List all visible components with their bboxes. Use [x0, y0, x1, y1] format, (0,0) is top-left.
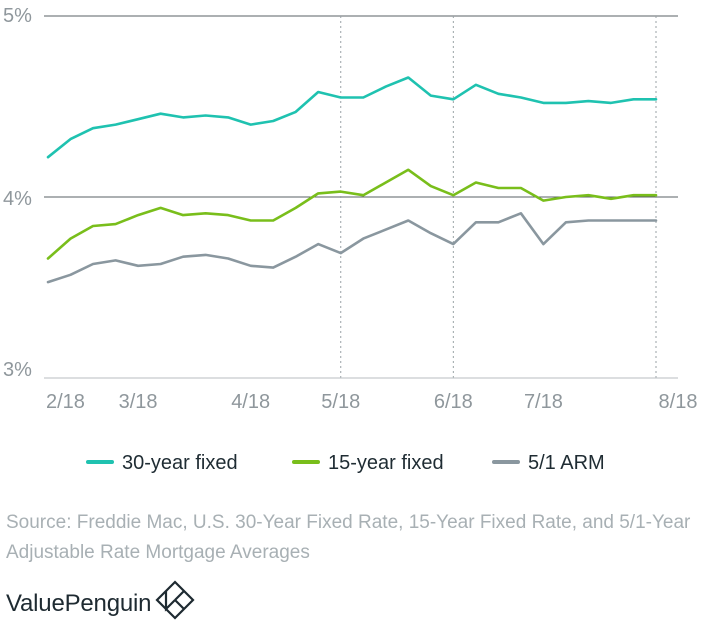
- y-tick-label: 4%: [3, 188, 32, 210]
- legend: 30-year fixed 15-year fixed 5/1 ARM: [86, 452, 605, 474]
- legend-label: 15-year fixed: [328, 452, 444, 474]
- y-tick-label: 3%: [3, 359, 32, 381]
- source-note: Source: Freddie Mac, U.S. 30-Year Fixed …: [6, 512, 691, 563]
- x-tick-label: 4/18: [231, 391, 270, 413]
- gridlines: [44, 15, 678, 379]
- x-tick-label: 6/18: [434, 391, 473, 413]
- series-line-5-1-arm: [46, 212, 658, 284]
- series-line-30-year-fixed: [46, 76, 658, 159]
- x-tick-label: 8/18: [659, 391, 698, 413]
- y-axis-ticks: 3% 4% 5%: [3, 5, 32, 381]
- x-tick-label: 3/18: [119, 391, 158, 413]
- x-tick-label: 5/18: [321, 391, 360, 413]
- legend-label: 5/1 ARM: [528, 452, 605, 474]
- penguin-diamond-icon: [155, 580, 195, 620]
- legend-label: 30-year fixed: [122, 452, 238, 474]
- x-tick-label: 2/18: [46, 391, 85, 413]
- x-axis-ticks: 2/18 3/18 4/18 5/18 6/18 7/18 8/18: [46, 391, 697, 413]
- y-tick-label: 5%: [3, 5, 32, 27]
- x-tick-label: 7/18: [524, 391, 563, 413]
- series-lines: [46, 76, 658, 284]
- brand-logo: ValuePenguin: [6, 580, 195, 620]
- series-line-15-year-fixed: [46, 168, 658, 260]
- brand-name: ValuePenguin: [6, 590, 152, 617]
